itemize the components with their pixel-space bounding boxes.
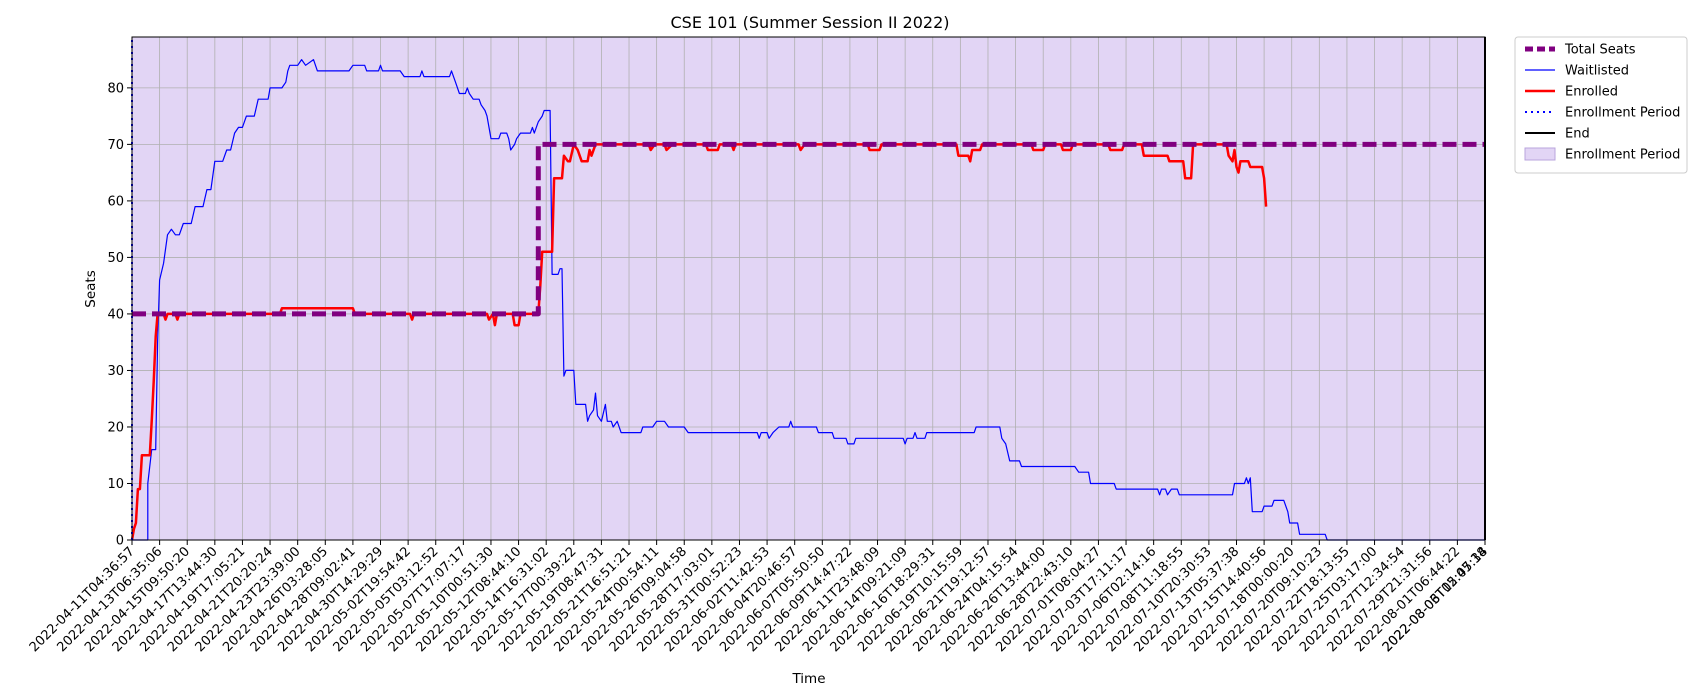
series-line-enrolled	[130, 143, 1268, 541]
legend-label: End	[1565, 127, 1590, 142]
plot-area: 2022-04-11T04:36:572022-04-13T06:35:0620…	[27, 36, 1491, 655]
y-tick-label: 40	[107, 307, 124, 322]
y-tick-label: 0	[116, 534, 124, 549]
chart-title: CSE 101 (Summer Session II 2022)	[671, 13, 950, 32]
y-tick-label: 20	[107, 420, 124, 435]
y-tick-label: 80	[107, 81, 124, 96]
y-tick-label: 60	[107, 194, 124, 209]
y-tick-label: 10	[107, 477, 124, 492]
y-axis-label: Seats	[83, 270, 99, 307]
legend-swatch	[1524, 147, 1556, 161]
series-line-waitlisted	[132, 59, 1485, 541]
series-line-total-seats	[132, 141, 1485, 317]
legend-label: Total Seats	[1564, 43, 1636, 58]
y-tick-label: 50	[107, 251, 124, 266]
legend-label: Enrollment Period	[1565, 106, 1680, 121]
y-tick-label: 30	[107, 364, 124, 379]
plot-background	[132, 37, 1485, 540]
x-axis-label: Time	[791, 671, 825, 687]
plot-frame	[131, 36, 1486, 541]
legend: Total Seats Waitlisted Enrolled Enrollment …	[1514, 36, 1688, 174]
legend-box	[1514, 36, 1688, 174]
legend-label: Enrollment Period	[1565, 148, 1680, 163]
legend-label: Waitlisted	[1565, 64, 1629, 79]
y-tick-label: 70	[107, 138, 124, 153]
legend-label: Enrolled	[1565, 85, 1618, 100]
